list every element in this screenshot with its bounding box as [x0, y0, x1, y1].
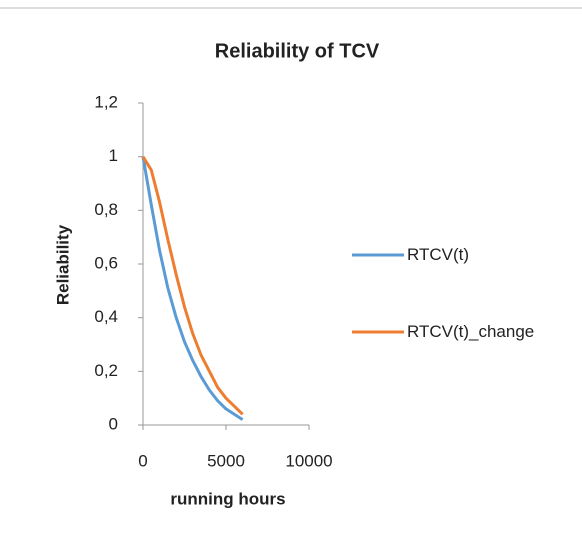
legend-label: RTCV(t)_change	[407, 322, 535, 341]
x-axis-label: running hours	[170, 489, 285, 508]
line	[141, 156, 244, 421]
chart-title: Reliability of TCV	[215, 40, 380, 62]
y-tick-label: 0,2	[94, 361, 118, 380]
y-tick-label: 1	[109, 146, 118, 165]
y-tick-label: 0	[109, 414, 118, 433]
x-tick-label: 10000	[285, 451, 332, 470]
x-tick-label: 0	[138, 451, 147, 470]
x-tick-label: 5000	[207, 451, 245, 470]
y-tick-label: 0,6	[94, 253, 118, 272]
line	[141, 155, 244, 416]
y-axis-label: Reliability	[53, 224, 72, 305]
y-tick-label: 1,2	[94, 92, 118, 111]
y-tick-label: 0,4	[94, 307, 118, 326]
legend-label: RTCV(t)	[407, 245, 470, 264]
y-tick-label: 0,8	[94, 200, 118, 219]
